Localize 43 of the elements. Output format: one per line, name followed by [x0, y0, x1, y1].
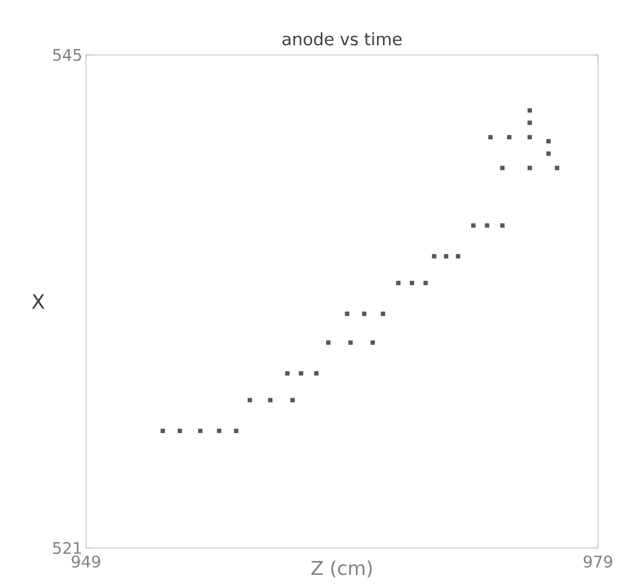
- point: [396, 280, 401, 286]
- point: [528, 166, 532, 170]
- y-axis-title: X: [32, 294, 44, 309]
- point: [290, 398, 295, 402]
- point: [528, 120, 532, 125]
- point: [362, 312, 366, 316]
- point: [160, 428, 166, 434]
- point: [500, 223, 505, 228]
- point: [423, 280, 428, 286]
- point: [484, 223, 490, 228]
- point: [444, 254, 448, 258]
- point: [410, 280, 414, 286]
- point: [248, 398, 252, 402]
- point: [456, 254, 460, 258]
- point: [314, 371, 319, 376]
- point: [488, 134, 493, 140]
- point: [546, 151, 551, 156]
- point: [432, 254, 436, 258]
- y-tick-label: 545: [53, 49, 82, 61]
- point: [348, 340, 353, 345]
- point: [507, 134, 512, 140]
- point: [380, 312, 386, 316]
- point: [216, 428, 222, 434]
- y-tick-label: 521: [53, 542, 81, 554]
- point: [198, 428, 203, 434]
- point: [326, 340, 331, 345]
- point: [285, 371, 290, 376]
- chart-title: anode vs time: [282, 32, 402, 46]
- point: [546, 139, 551, 144]
- x-axis-title: Z (cm): [311, 560, 372, 578]
- point: [528, 134, 532, 140]
- point: [298, 371, 304, 376]
- point: [178, 428, 182, 434]
- point: [528, 108, 532, 113]
- point: [471, 223, 476, 228]
- point: [500, 166, 505, 170]
- x-tick-label: 979: [584, 556, 612, 568]
- point: [344, 312, 350, 316]
- point: [370, 340, 375, 345]
- point: [554, 166, 560, 170]
- x-tick-label: 949: [72, 556, 100, 568]
- point: [268, 398, 273, 402]
- point: [234, 428, 238, 434]
